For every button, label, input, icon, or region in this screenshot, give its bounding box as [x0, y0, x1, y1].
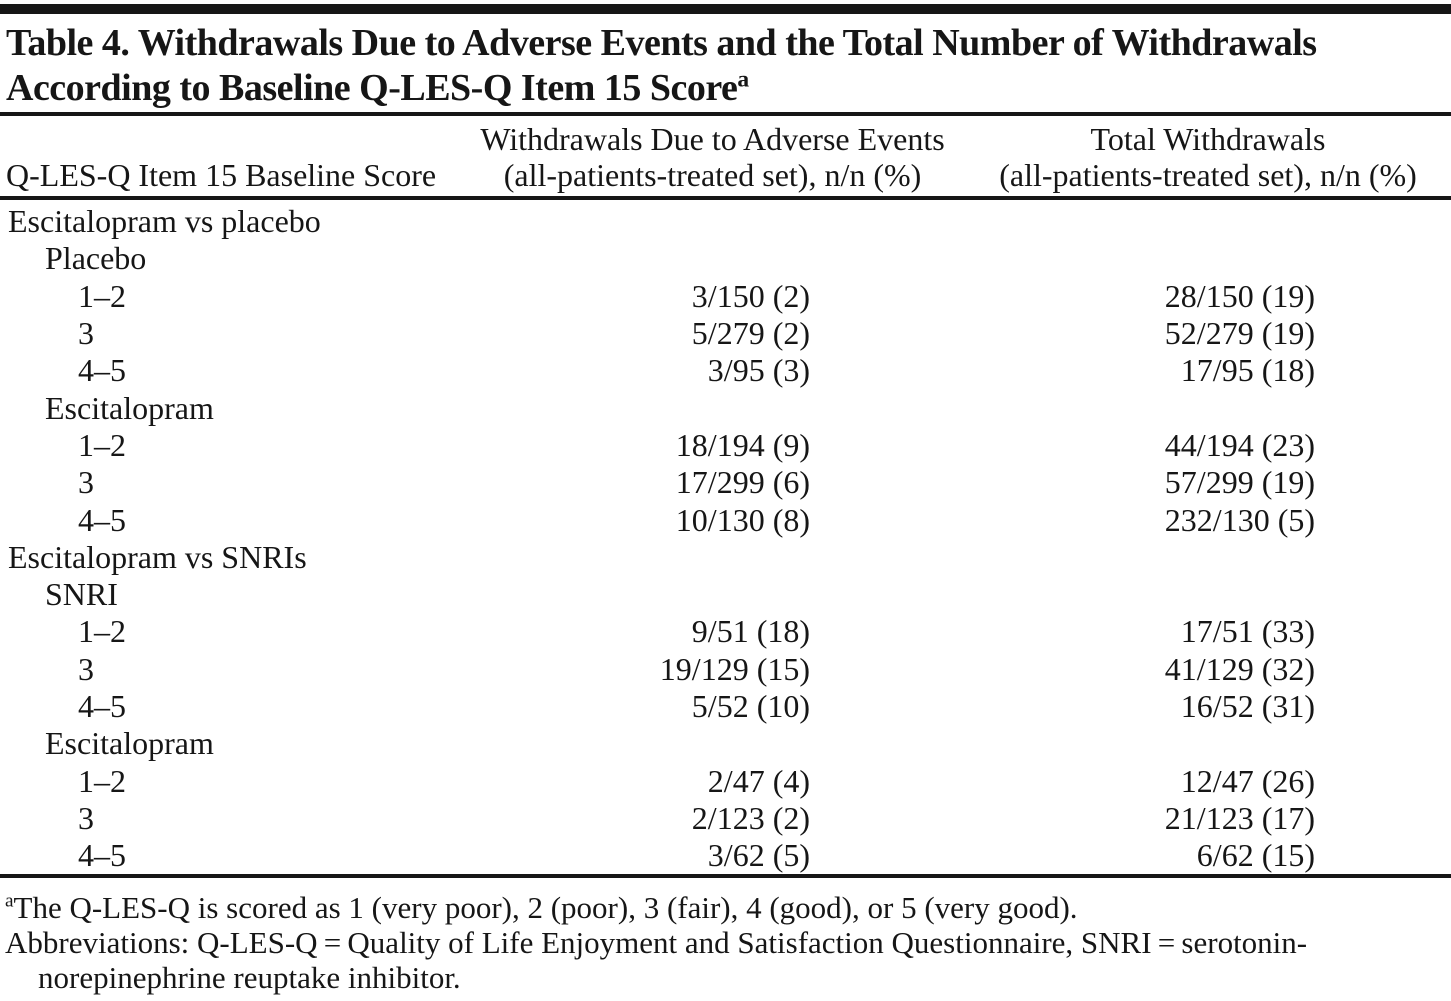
cell-wdae: 5/279 (2)	[691, 315, 810, 352]
column-header-row: Q-LES-Q Item 15 Baseline Score Withdrawa…	[0, 116, 1451, 196]
cell-total: 12/47 (26)	[1180, 762, 1315, 799]
table-row: 3 19/129 (15) 41/129 (32)	[0, 651, 1451, 688]
col2-header-line-2: (all-patients-treated set), n/n (%)	[503, 157, 922, 193]
cell-total: 52/279 (19)	[1164, 315, 1315, 352]
table-row: 4–5 5/52 (10) 16/52 (31)	[0, 688, 1451, 725]
cell-total: 41/129 (32)	[1164, 650, 1315, 687]
col3-header-line-2: (all-patients-treated set), n/n (%)	[999, 157, 1417, 193]
row-label: Escitalopram vs placebo	[8, 203, 321, 240]
row-label: 4–5	[78, 837, 126, 874]
table-row: Escitalopram vs SNRIs	[0, 539, 1451, 576]
cell-total: 16/52 (31)	[1180, 688, 1315, 724]
cell-wdae: 10/130 (8)	[675, 501, 810, 538]
row-label: 1–2	[78, 762, 126, 799]
row-label: 3	[78, 799, 94, 836]
cell-wdae: 18/194 (9)	[675, 426, 810, 463]
col3-header-line-1: Total Withdrawals	[1090, 121, 1326, 157]
col-header-wdae: Withdrawals Due to Adverse Events (all-p…	[460, 121, 965, 193]
table-row: 1–2 9/51 (18) 17/51 (33)	[0, 613, 1451, 650]
row-label: Placebo	[45, 240, 147, 277]
cell-wdae: 2/123 (2)	[691, 799, 810, 836]
cell-wdae: 3/95 (3)	[707, 352, 810, 389]
table-row: 3 5/279 (2) 52/279 (19)	[0, 315, 1451, 352]
footnote-abbreviations: Abbreviations: Q-LES-Q = Quality of Life…	[5, 925, 1308, 996]
col-header-baseline-score: Q-LES-Q Item 15 Baseline Score	[0, 121, 460, 193]
title-line-1: Table 4. Withdrawals Due to Adverse Even…	[6, 22, 1317, 64]
top-rule	[0, 4, 1451, 14]
col-header-total: Total Withdrawals (all-patients-treated …	[965, 121, 1451, 193]
footnote-abbreviations-cont: norepinephrine reuptake inhibitor.	[38, 960, 461, 996]
footnote-rule	[0, 874, 1451, 879]
title-rule	[0, 112, 1451, 116]
title-line-2: According to Baseline Q-LES-Q Item 15 Sc…	[6, 66, 749, 109]
table-body: Escitalopram vs placebo Placebo 1–2 3/150 (…	[0, 200, 1451, 874]
cell-wdae: 5/52 (10)	[691, 688, 810, 724]
table-row: 4–5 3/62 (5) 6/62 (15)	[0, 837, 1451, 874]
cell-wdae: 17/299 (6)	[675, 464, 810, 501]
table-row: 4–5 10/130 (8) 232/130 (5)	[0, 501, 1451, 538]
row-label: Escitalopram	[45, 725, 214, 762]
row-label: 4–5	[78, 501, 126, 538]
table-row: 1–2 2/47 (4) 12/47 (26)	[0, 762, 1451, 799]
table-row: 1–2 18/194 (9) 44/194 (23)	[0, 427, 1451, 464]
row-label: 1–2	[78, 277, 126, 314]
header-rule	[0, 196, 1451, 200]
cell-wdae: 3/150 (2)	[691, 277, 810, 314]
table-row: SNRI	[0, 576, 1451, 613]
cell-wdae: 3/62 (5)	[707, 837, 810, 874]
table-row: Escitalopram	[0, 725, 1451, 762]
cell-wdae: 2/47 (4)	[707, 762, 810, 799]
cell-total: 28/150 (19)	[1164, 277, 1315, 314]
cell-total: 6/62 (15)	[1196, 837, 1315, 874]
table-row: 3 17/299 (6) 57/299 (19)	[0, 464, 1451, 501]
row-label: SNRI	[45, 576, 118, 613]
cell-wdae: 9/51 (18)	[691, 613, 810, 650]
footnotes: aThe Q-LES-Q is scored as 1 (very poor),…	[0, 878, 1451, 1001]
row-label: 3	[78, 315, 94, 352]
footnote-superscript: a	[5, 891, 14, 913]
footnote-scoring: aThe Q-LES-Q is scored as 1 (very poor),…	[5, 890, 1078, 926]
table-row: 3 2/123 (2) 21/123 (17)	[0, 800, 1451, 837]
row-label: 1–2	[78, 426, 126, 463]
table-row: 4–5 3/95 (3) 17/95 (18)	[0, 352, 1451, 389]
row-label: 4–5	[78, 688, 126, 724]
row-label: 1–2	[78, 613, 126, 650]
cell-total: 17/95 (18)	[1180, 352, 1315, 389]
title-superscript: a	[737, 66, 749, 93]
table-row: Placebo	[0, 240, 1451, 277]
cell-total: 44/194 (23)	[1164, 426, 1315, 463]
col1-header-label: Q-LES-Q Item 15 Baseline Score	[6, 157, 437, 193]
table-row: 1–2 3/150 (2) 28/150 (19)	[0, 278, 1451, 315]
col2-header-line-1: Withdrawals Due to Adverse Events	[480, 121, 945, 157]
cell-total: 21/123 (17)	[1164, 799, 1315, 836]
table-row: Escitalopram	[0, 389, 1451, 426]
row-label: Escitalopram	[45, 389, 214, 426]
cell-wdae: 19/129 (15)	[659, 650, 810, 687]
cell-total: 17/51 (33)	[1180, 613, 1315, 650]
cell-total: 57/299 (19)	[1164, 464, 1315, 501]
table-row: Escitalopram vs placebo	[0, 203, 1451, 240]
row-label: 4–5	[78, 352, 126, 389]
cell-total: 232/130 (5)	[1164, 501, 1315, 538]
table-title: Table 4. Withdrawals Due to Adverse Even…	[0, 14, 1451, 112]
row-label: 3	[78, 650, 94, 687]
row-label: 3	[78, 464, 94, 501]
row-label: Escitalopram vs SNRIs	[8, 538, 307, 575]
